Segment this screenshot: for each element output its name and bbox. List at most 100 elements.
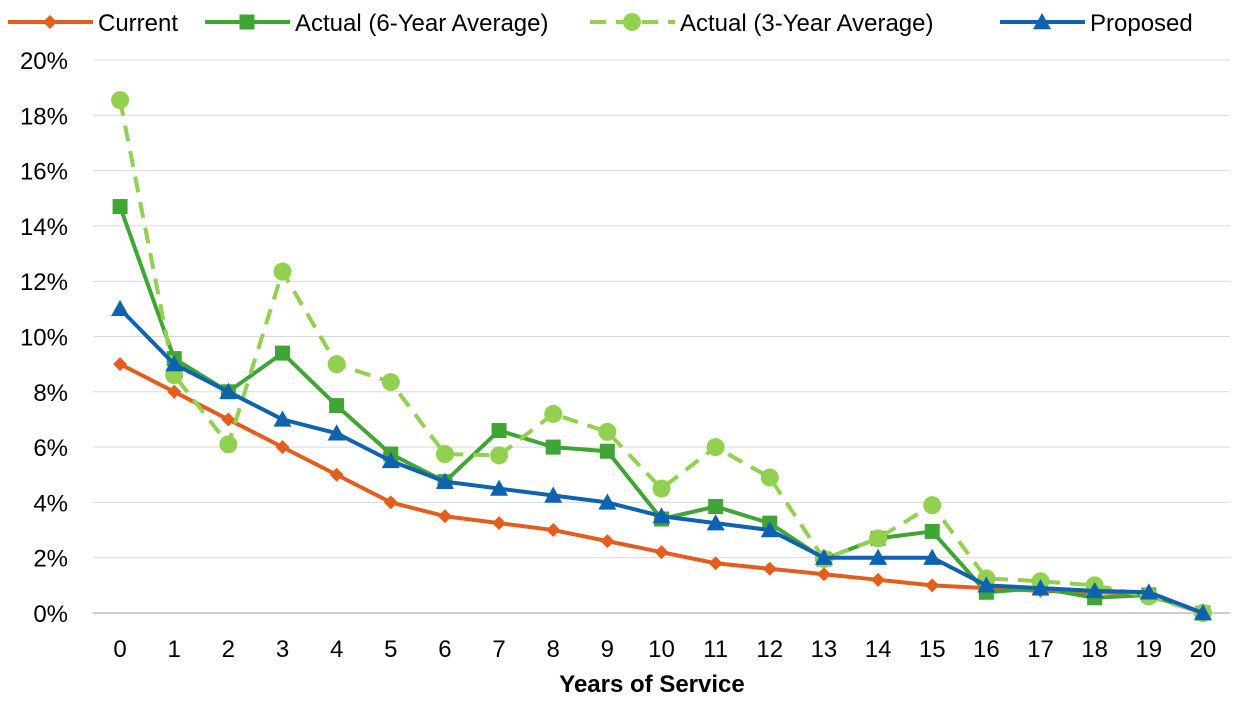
y-tick-label: 4% [33, 490, 68, 517]
x-tick-label: 9 [601, 636, 614, 663]
data-point [544, 404, 563, 423]
data-point [706, 438, 725, 457]
x-tick-label: 16 [973, 636, 1000, 663]
data-point [598, 422, 617, 441]
legend-label: Actual (3-Year Average) [680, 10, 934, 37]
data-point [708, 556, 723, 571]
legend-marker [1033, 13, 1051, 30]
data-point [111, 91, 130, 110]
data-point [167, 384, 182, 399]
x-tick-label: 12 [756, 636, 783, 663]
data-point [654, 545, 669, 560]
legend-entry: Proposed [1000, 10, 1193, 37]
series-layer [111, 91, 1212, 622]
data-point [490, 446, 509, 465]
x-tick-label: 13 [811, 636, 838, 663]
x-tick-label: 6 [438, 636, 451, 663]
data-point [544, 486, 563, 503]
data-point [113, 357, 128, 372]
legend-entry: Current [8, 10, 178, 37]
x-tick-label: 10 [648, 636, 675, 663]
data-point [327, 355, 346, 374]
data-point [437, 509, 452, 524]
data-point [329, 467, 344, 482]
x-tick-label: 8 [547, 636, 560, 663]
legend-marker [623, 13, 641, 31]
data-point [383, 495, 398, 510]
data-point [329, 398, 345, 414]
legend-label: Actual (6-Year Average) [295, 10, 549, 37]
legend: Current Actual (6-Year Average) Actual (3-… [8, 10, 1193, 37]
data-point [275, 345, 290, 361]
grid-layer [93, 59, 1230, 614]
x-axis-tick-labels: 0 1 2 3 4 5 6 7 8 9 10 11 12 13 14 15 16 17 18 19 20 [113, 636, 1216, 663]
y-tick-label: 8% [33, 380, 68, 407]
data-point [273, 262, 292, 281]
data-point [923, 496, 942, 515]
x-tick-label: 15 [919, 636, 946, 663]
data-point [762, 561, 777, 576]
y-tick-label: 20% [20, 48, 68, 75]
y-tick-label: 0% [33, 601, 68, 628]
data-point [435, 445, 454, 464]
x-tick-label: 4 [330, 636, 343, 663]
x-tick-label: 19 [1135, 636, 1162, 663]
data-point [760, 521, 779, 538]
data-point [923, 548, 942, 565]
data-point [381, 373, 400, 392]
y-tick-label: 6% [33, 435, 68, 462]
data-point [871, 572, 886, 587]
data-point [1085, 581, 1104, 599]
legend-entry: Actual (3-Year Average) [590, 10, 934, 37]
data-point [816, 567, 831, 582]
legend-marker [239, 14, 255, 30]
x-tick-label: 17 [1027, 636, 1054, 663]
y-tick-label: 18% [20, 103, 68, 130]
data-point [111, 299, 130, 317]
data-point [706, 514, 725, 531]
data-point [924, 523, 940, 539]
data-point [492, 516, 507, 531]
data-point [599, 443, 615, 459]
y-tick-label: 14% [20, 214, 68, 241]
data-point [925, 578, 940, 593]
y-tick-label: 10% [20, 325, 68, 352]
x-tick-label: 7 [492, 636, 505, 663]
data-point [977, 576, 996, 593]
x-tick-label: 2 [222, 636, 235, 663]
legend-marker [43, 15, 57, 29]
legend-entry: Actual (6-Year Average) [205, 10, 549, 37]
x-tick-label: 3 [276, 636, 289, 663]
y-axis-tick-labels: 0% 2% 4% 6% 8% 10% 12% 14% 16% 18% 20% [20, 48, 68, 628]
data-point [112, 199, 128, 215]
data-point [1193, 604, 1212, 621]
data-point [219, 382, 238, 399]
data-point [491, 423, 507, 439]
data-point [598, 493, 617, 510]
x-tick-label: 11 [703, 636, 728, 663]
data-point [869, 529, 888, 548]
data-point [814, 548, 833, 565]
data-point [381, 451, 400, 469]
data-point [165, 355, 184, 372]
data-point [1139, 583, 1158, 600]
data-point [1031, 579, 1050, 596]
data-point [490, 479, 509, 496]
data-point [708, 499, 724, 515]
series-2 [111, 91, 1212, 622]
data-point [327, 424, 346, 441]
data-point [546, 523, 561, 538]
data-point [435, 472, 454, 489]
series-line [118, 99, 1204, 615]
data-point [600, 534, 615, 549]
x-tick-label: 20 [1190, 636, 1217, 663]
y-tick-label: 2% [33, 546, 68, 573]
data-point [219, 435, 238, 454]
data-point [275, 440, 290, 455]
x-tick-label: 18 [1081, 636, 1108, 663]
legend-label: Proposed [1090, 10, 1193, 37]
data-point [273, 410, 292, 427]
y-tick-label: 16% [20, 159, 68, 186]
